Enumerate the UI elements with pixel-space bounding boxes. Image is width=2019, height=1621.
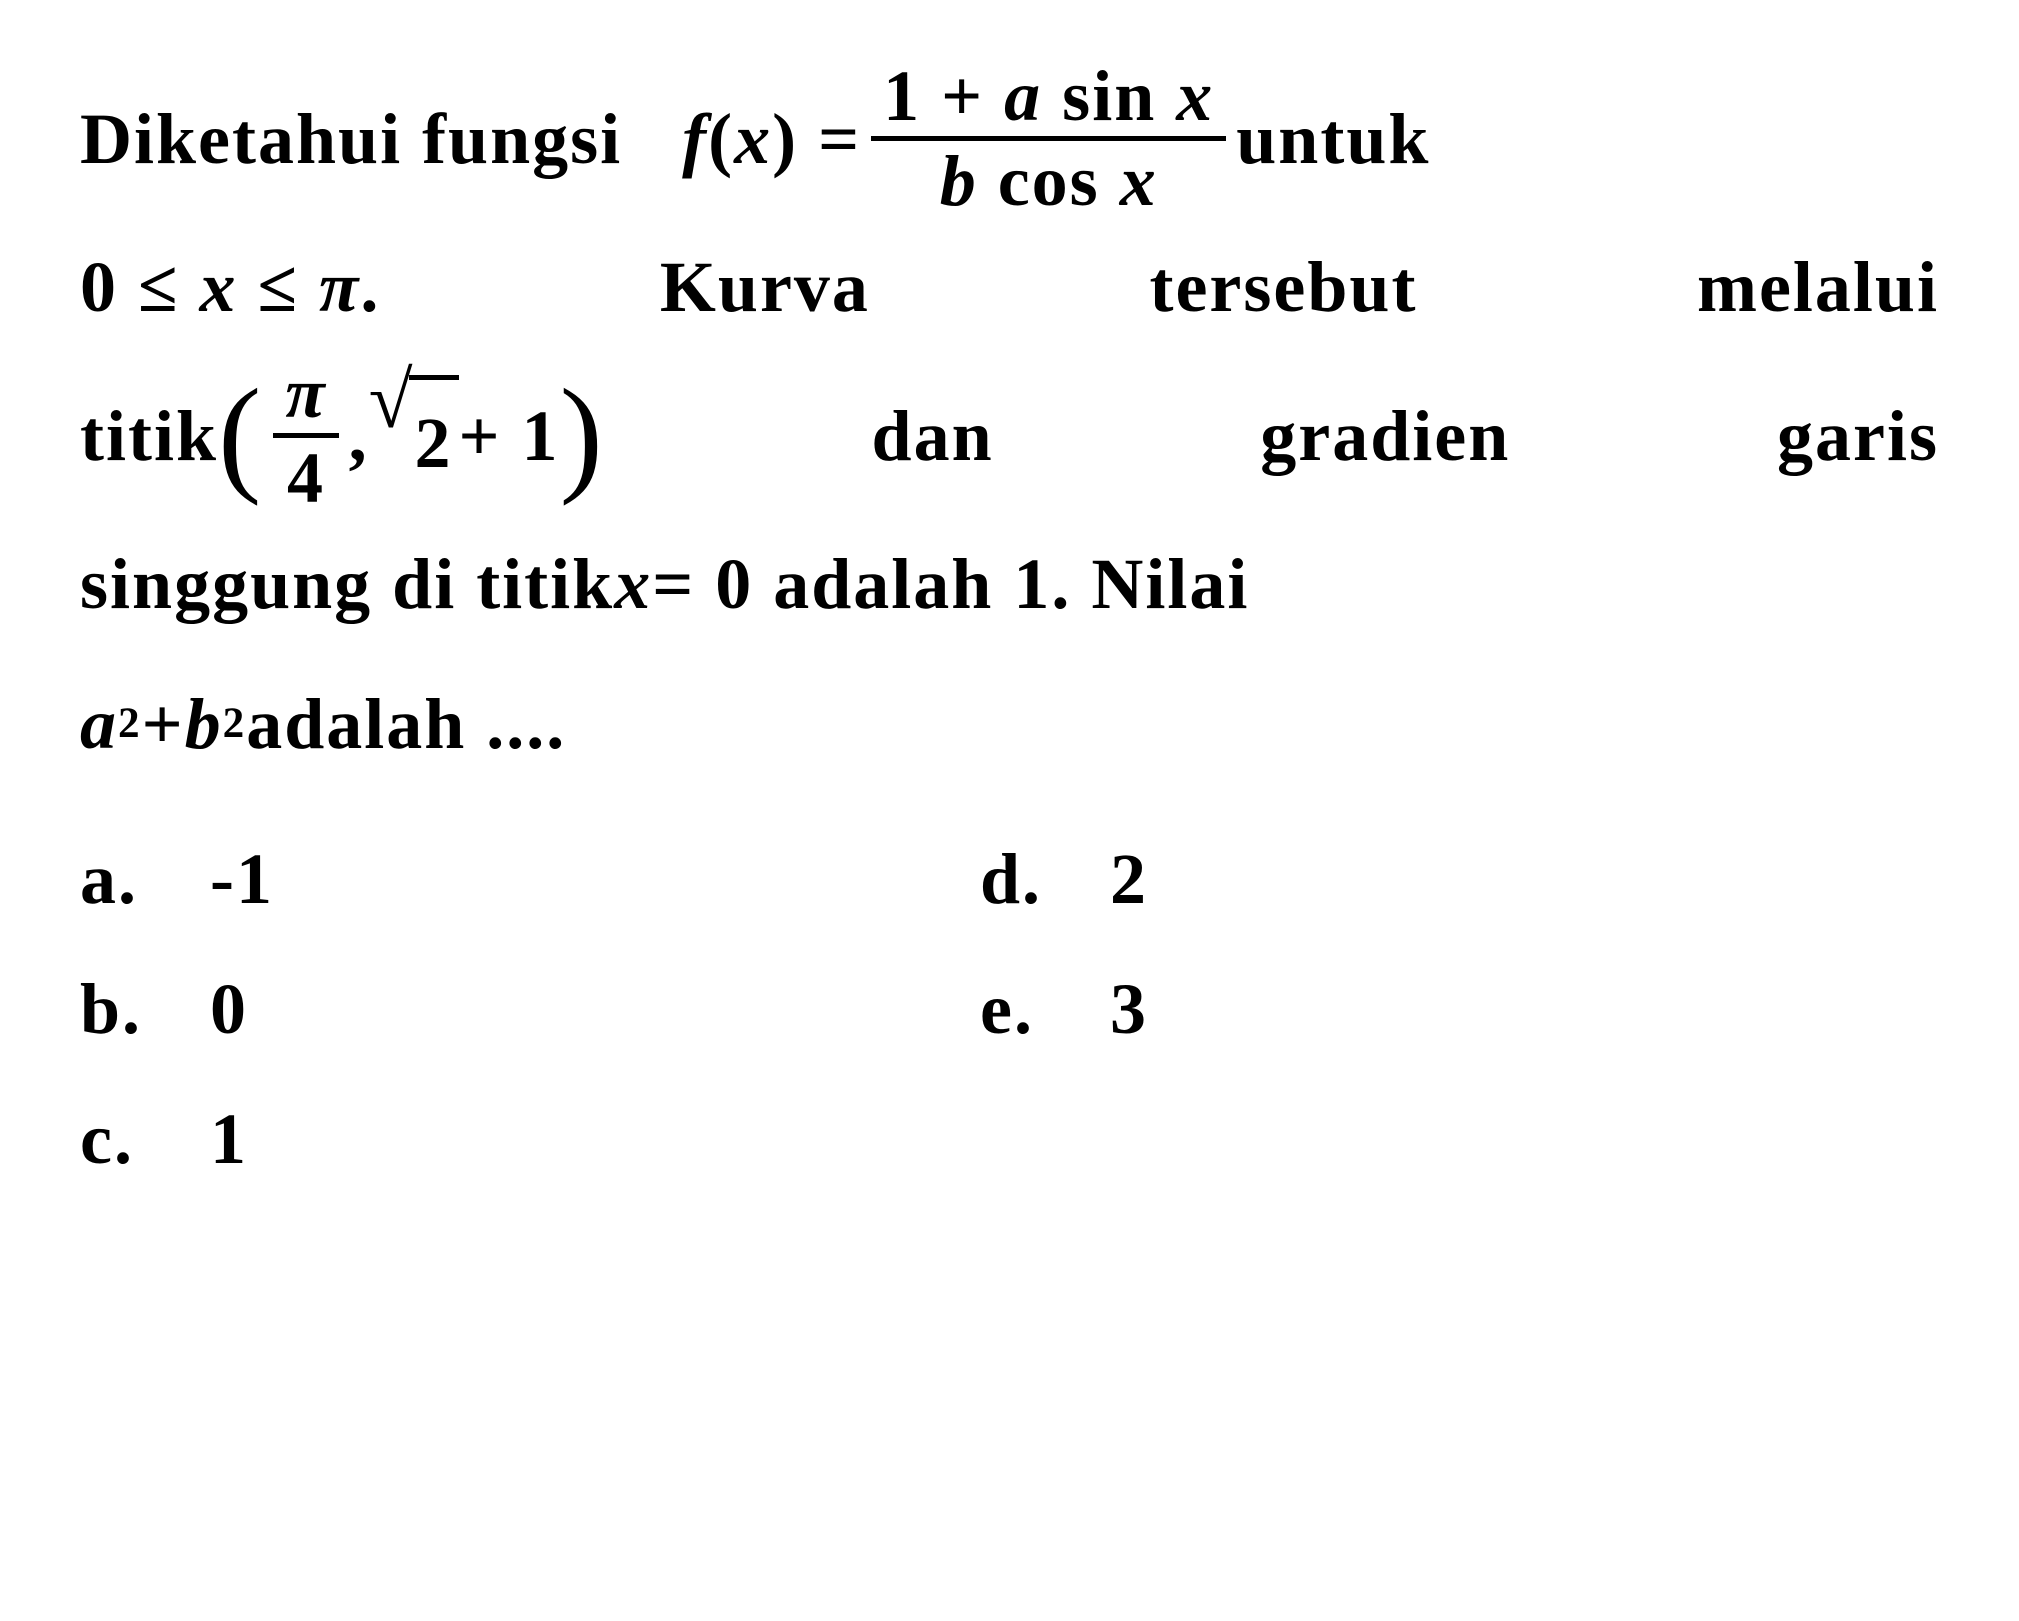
num-one-plus: 1 + (883, 56, 1004, 136)
option-e-value: 3 (1110, 946, 1148, 1072)
var-x3: x (614, 521, 652, 647)
option-c-letter: c. (80, 1076, 210, 1202)
pi4-den: 4 (275, 438, 337, 514)
fraction-pi4: π 4 (273, 357, 338, 514)
var-x-den: x (1120, 141, 1158, 221)
option-b: b. 0 (80, 946, 980, 1072)
line-2: 0 ≤ x ≤ π. Kurva tersebut melalui (80, 217, 1939, 357)
text-diketahui: Diketahui fungsi (80, 99, 622, 179)
option-row-2: b. 0 e. 3 (80, 944, 1939, 1074)
text-adalah1: = 0 adalah 1. Nilai (652, 521, 1249, 647)
options-block: a. -1 d. 2 b. 0 e. 3 c. 1 (80, 814, 1939, 1204)
option-d-value: 2 (1110, 816, 1148, 942)
var-b: b (940, 141, 978, 221)
pi4-num: π (273, 357, 338, 438)
big-paren-right: ) (560, 390, 605, 481)
line-1: Diketahui fungsi f(x) = 1 + a sin x b co… (80, 60, 1939, 217)
option-d-letter: d. (980, 816, 1110, 942)
text-titik: titik (80, 373, 218, 499)
den-cos: cos (978, 141, 1120, 221)
option-d: d. 2 (980, 816, 1148, 942)
problem-content: Diketahui fungsi f(x) = 1 + a sin x b co… (80, 60, 1939, 1204)
line-3: titik ( π 4 , √ 2 + 1 ) dan gradien gari… (80, 357, 1939, 514)
option-a-value: -1 (210, 816, 274, 942)
range-start: 0 ≤ (80, 247, 200, 327)
option-e-letter: e. (980, 946, 1110, 1072)
num-sin: sin (1042, 56, 1176, 136)
pi-symbol: π (319, 247, 360, 327)
fraction-main: 1 + a sin x b cos x (871, 60, 1226, 217)
paren-open: ( (708, 99, 734, 179)
equals: = (798, 99, 861, 179)
option-row-1: a. -1 d. 2 (80, 814, 1939, 944)
text-garis: garis (1777, 373, 1939, 499)
var-x2: x (200, 247, 238, 327)
text-tersebut: tersebut (1149, 224, 1417, 350)
text-dan: dan (872, 373, 994, 499)
var-x1: x (734, 99, 772, 179)
paren-close: ) (772, 99, 798, 179)
line-4: singgung di titik x = 0 adalah 1. Nilai (80, 514, 1939, 654)
var-a: a (1004, 56, 1042, 136)
text-melalui: melalui (1697, 224, 1939, 350)
var-x-num: x (1176, 56, 1214, 136)
option-a: a. -1 (80, 816, 980, 942)
point-expression: ( π 4 , √ 2 + 1 ) (218, 357, 605, 514)
text-singgung: singgung di titik (80, 521, 614, 647)
text-untuk: untuk (1236, 76, 1430, 202)
text-gradien: gradien (1260, 373, 1510, 499)
plus-sign: + (142, 661, 185, 787)
var-f: f (682, 99, 708, 179)
sqrt-arg: 2 (409, 375, 459, 506)
fraction-denominator: b cos x (928, 141, 1170, 217)
option-c-value: 1 (210, 1076, 248, 1202)
option-b-value: 0 (210, 946, 248, 1072)
range-leq: ≤ (238, 247, 320, 327)
sqrt-expression: √ 2 (369, 365, 459, 506)
option-a-letter: a. (80, 816, 210, 942)
line-5: a2 + b2 adalah .... (80, 654, 1939, 794)
fraction-numerator: 1 + a sin x (871, 60, 1226, 141)
option-c: c. 1 (80, 1076, 980, 1202)
option-row-3: c. 1 (80, 1074, 1939, 1204)
plus-one: + 1 (459, 373, 560, 499)
text-kurva: Kurva (660, 224, 870, 350)
big-paren-left: ( (218, 390, 263, 481)
var-b2: b (185, 661, 223, 787)
text-adalah2: adalah .... (246, 661, 566, 787)
var-a2: a (80, 661, 118, 787)
point-comma: , (349, 373, 369, 499)
option-b-letter: b. (80, 946, 210, 1072)
option-e: e. 3 (980, 946, 1148, 1072)
